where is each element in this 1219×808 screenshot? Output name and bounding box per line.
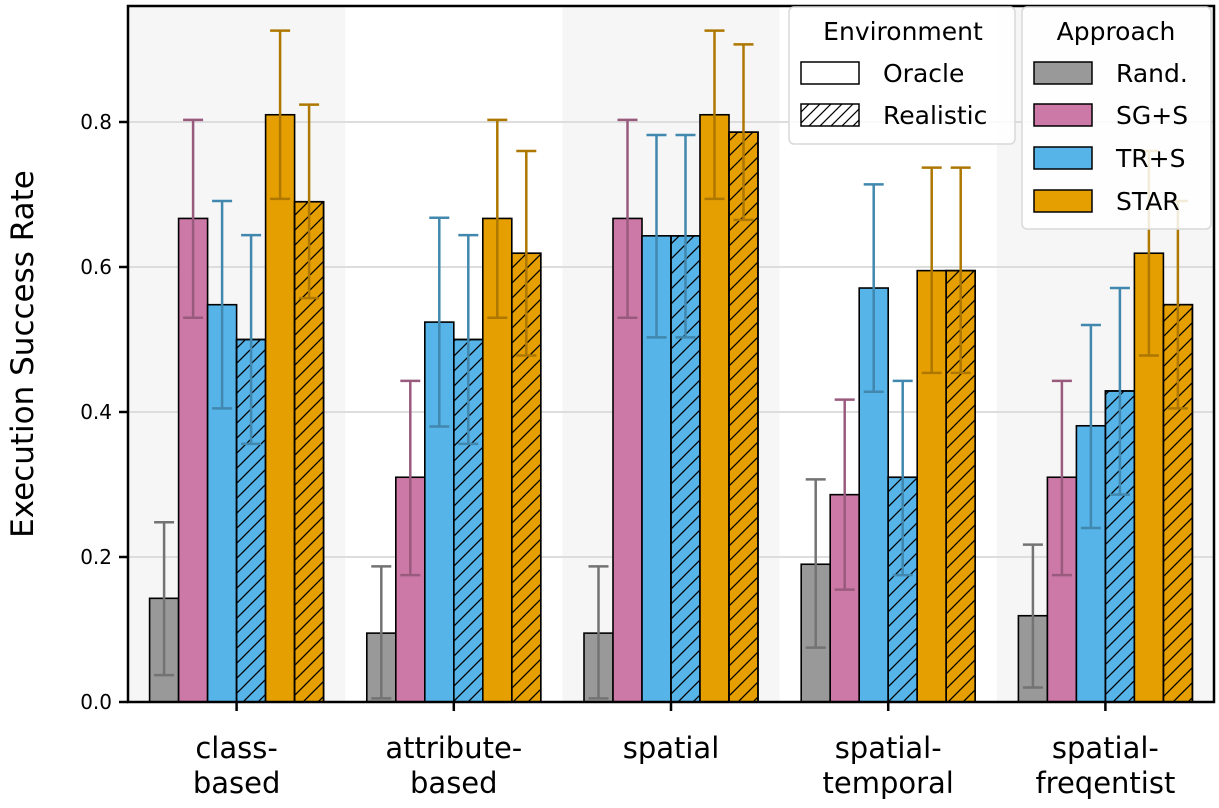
legend-environment: Environment Oracle Realistic: [788, 6, 1016, 145]
legend-approach-title: Approach: [1057, 17, 1176, 46]
legend-label-oracle: Oracle: [883, 59, 964, 88]
x-tick-label: freqentist: [1035, 766, 1175, 800]
legend-swatch-rand: [1033, 61, 1093, 85]
legend-label-trs: TR+S: [1115, 144, 1185, 173]
legend-label-realistic: Realistic: [883, 101, 987, 130]
bar: [858, 287, 890, 703]
legend-swatch-sgs: [1033, 103, 1093, 127]
bar: [264, 113, 296, 703]
legend-environment-title: Environment: [823, 17, 983, 46]
error-bars: [154, 29, 1188, 700]
x-tick-label: temporal: [823, 766, 954, 800]
x-tick-label: based: [410, 766, 498, 800]
y-tick-label: 0.2: [80, 545, 112, 569]
legend-swatch-realistic: [800, 103, 860, 127]
x-tick-label: attribute-: [385, 731, 522, 765]
y-tick-label: 0.0: [80, 690, 112, 714]
x-tick-label: spatial: [623, 731, 720, 765]
y-tick-label: 0.8: [80, 110, 112, 134]
legend-approach: Approach Rand. SG+S TR+S STAR: [1021, 6, 1212, 230]
x-tick-label: class-: [195, 731, 277, 765]
legend-label-star: STAR: [1116, 187, 1180, 216]
legend-swatch-trs: [1033, 146, 1093, 170]
legend-label-rand: Rand.: [1116, 59, 1188, 88]
x-tick-label: spatial-: [1052, 731, 1159, 765]
legend-label-sgs: SG+S: [1116, 101, 1188, 130]
x-tick-label: spatial-: [835, 731, 942, 765]
y-axis: 0.0 0.2 0.4 0.6 0.8: [80, 110, 128, 714]
y-tick-label: 0.6: [80, 255, 112, 279]
bar: [699, 113, 730, 703]
legend-swatch-oracle: [800, 61, 860, 85]
x-tick-label: based: [193, 766, 281, 800]
y-axis-label: Execution Success Rate: [5, 170, 41, 538]
y-tick-label: 0.4: [80, 400, 112, 424]
legend-swatch-star: [1033, 189, 1093, 213]
